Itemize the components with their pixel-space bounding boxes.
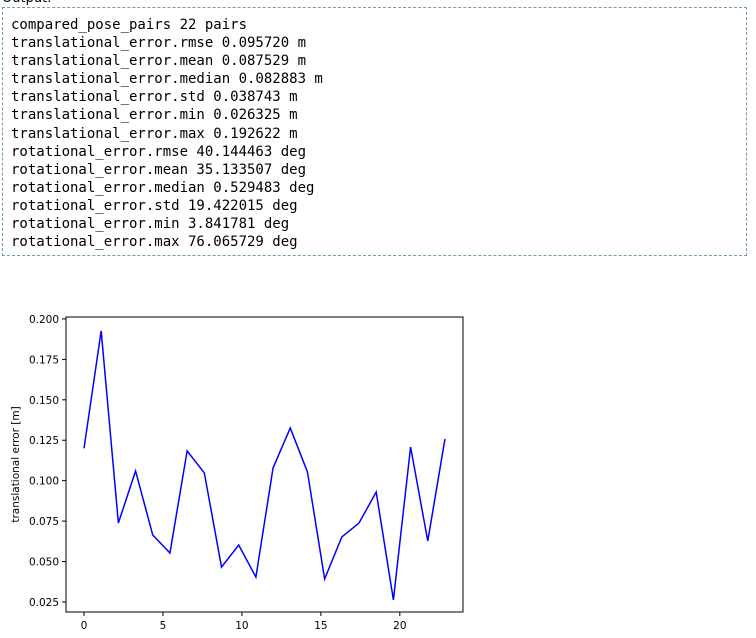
- y-tick-label: 0.150: [29, 395, 59, 407]
- output-line: translational_error.max 0.192622 m: [11, 125, 298, 142]
- y-tick-label: 0.025: [29, 597, 59, 609]
- x-tick-label: 15: [314, 620, 327, 632]
- y-tick-label: 0.200: [29, 314, 59, 326]
- y-axis-label: translational error [m]: [10, 406, 22, 522]
- output-line: translational_error.min 0.026325 m: [11, 107, 298, 124]
- output-line: rotational_error.mean 35.133507 deg: [11, 161, 307, 178]
- x-tick-label: 0: [81, 620, 88, 632]
- output-line: rotational_error.rmse 40.144463 deg: [11, 143, 307, 160]
- output-line: rotational_error.max 76.065729 deg: [11, 234, 298, 251]
- y-tick-label: 0.050: [29, 557, 59, 569]
- output-line: rotational_error.min 3.841781 deg: [11, 216, 290, 233]
- output-label: Output:: [2, 0, 52, 6]
- y-tick-label: 0.175: [29, 354, 59, 366]
- output-line: translational_error.median 0.082883 m: [11, 71, 323, 88]
- output-line: translational_error.mean 0.087529 m: [11, 53, 307, 70]
- output-lines: compared_pose_pairs 22 pairs translationa…: [11, 16, 323, 251]
- plot-frame: [65, 316, 464, 613]
- y-tick-label: 0.100: [29, 476, 59, 488]
- output-line: translational_error.rmse 0.095720 m: [11, 35, 307, 52]
- x-tick-label: 20: [393, 620, 406, 632]
- output-line: translational_error.std 0.038743 m: [11, 89, 298, 106]
- output-box: compared_pose_pairs 22 pairs translationa…: [2, 7, 747, 256]
- output-line: rotational_error.std 19.422015 deg: [11, 197, 298, 214]
- output-line: compared_pose_pairs 22 pairs: [11, 17, 248, 33]
- y-tick-label: 0.075: [29, 516, 59, 528]
- x-tick-label: 5: [160, 620, 167, 632]
- line: [83, 330, 446, 600]
- x-tick-label: 10: [235, 620, 248, 632]
- output-line: rotational_error.median 0.529483 deg: [11, 179, 315, 196]
- chart: 0.025 0.050 0.075 0.100 0.125 0.150 0.175 0.200…: [10, 314, 464, 632]
- y-tick-label: 0.125: [29, 435, 59, 447]
